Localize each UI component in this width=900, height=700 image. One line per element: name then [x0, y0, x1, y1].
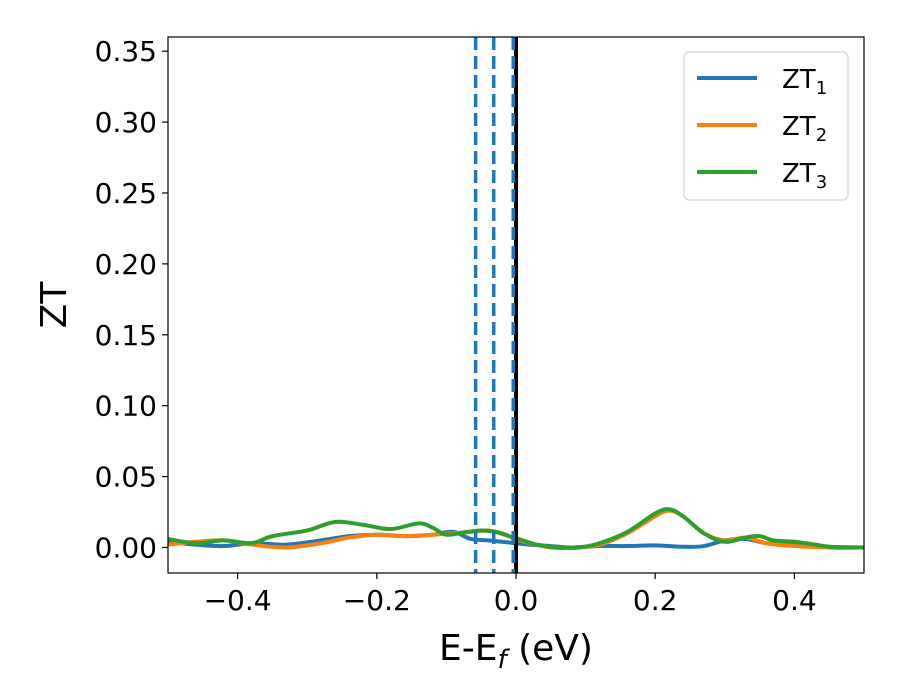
legend-box: [683, 51, 849, 201]
legend-label-zt2: ZT2: [782, 112, 827, 146]
y-tick-label: 0.35: [95, 35, 157, 68]
x-axis-label: E-Ef (eV): [439, 628, 593, 675]
y-tick-label: 0.05: [95, 461, 157, 494]
legend-label-zt1: ZT1: [782, 65, 827, 99]
y-tick-label: 0.15: [95, 319, 157, 352]
x-tick-label: 0.4: [772, 584, 817, 617]
y-tick-label: 0.10: [95, 390, 157, 423]
y-axis-ticks: 0.00 0.05 0.10 0.15 0.20 0.25 0.30 0.35: [95, 35, 168, 564]
x-tick-label: −0.2: [343, 584, 411, 617]
y-tick-label: 0.30: [95, 106, 157, 139]
series-line-zt3: [168, 507, 864, 550]
x-tick-label: 0.2: [633, 584, 678, 617]
reference-lines: [473, 37, 518, 573]
x-tick-label: 0.0: [494, 584, 539, 617]
x-tick-label: −0.4: [204, 584, 272, 617]
legend: ZT1 ZT2 ZT3: [683, 51, 849, 201]
legend-label-zt3: ZT3: [782, 159, 827, 193]
y-tick-label: 0.20: [95, 248, 157, 281]
y-axis-label: ZT: [34, 281, 75, 329]
y-tick-label: 0.00: [95, 531, 157, 564]
x-axis-ticks: −0.4 −0.2 0.0 0.2 0.4: [204, 573, 817, 617]
y-tick-label: 0.25: [95, 177, 157, 210]
